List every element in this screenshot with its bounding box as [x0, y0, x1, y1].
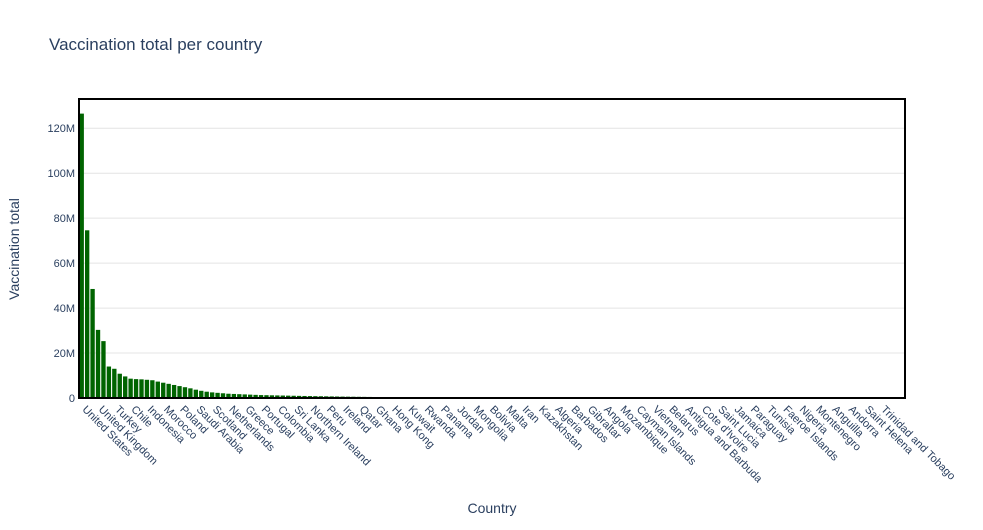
bar[interactable]: [166, 384, 170, 398]
bar[interactable]: [134, 379, 138, 398]
bar[interactable]: [101, 341, 105, 398]
bar[interactable]: [156, 382, 160, 398]
bar[interactable]: [112, 369, 116, 398]
x-axis-title: Country: [467, 500, 516, 516]
bars: [80, 114, 905, 398]
chart-title: Vaccination total per country: [49, 35, 263, 54]
bar[interactable]: [145, 380, 149, 398]
y-tick-label: 100M: [47, 168, 75, 180]
bar[interactable]: [139, 379, 143, 398]
bar[interactable]: [118, 374, 122, 398]
bar[interactable]: [90, 289, 94, 398]
y-axis-title: Vaccination total: [6, 198, 22, 300]
bar[interactable]: [85, 230, 89, 398]
bar[interactable]: [194, 390, 198, 398]
bar[interactable]: [80, 114, 84, 398]
gridlines: [79, 128, 905, 353]
bar[interactable]: [96, 330, 100, 398]
bar[interactable]: [107, 367, 111, 398]
bar[interactable]: [199, 391, 203, 398]
y-tick-label: 120M: [47, 123, 75, 135]
bar[interactable]: [123, 376, 127, 398]
x-tick-label: Trinidad and Tobago: [878, 404, 957, 483]
bar[interactable]: [128, 379, 132, 398]
bar[interactable]: [177, 386, 181, 398]
y-axis-ticks: 0 20M 40M 60M 80M 100M 120M: [47, 123, 75, 405]
y-tick-label: 0: [69, 393, 75, 405]
y-tick-label: 60M: [54, 258, 75, 270]
y-tick-label: 20M: [54, 348, 75, 360]
bar[interactable]: [161, 383, 165, 398]
bar[interactable]: [150, 380, 154, 398]
y-tick-label: 80M: [54, 213, 75, 225]
bar[interactable]: [172, 385, 176, 398]
y-tick-label: 40M: [54, 303, 75, 315]
bar[interactable]: [188, 388, 192, 398]
bar[interactable]: [183, 387, 187, 398]
